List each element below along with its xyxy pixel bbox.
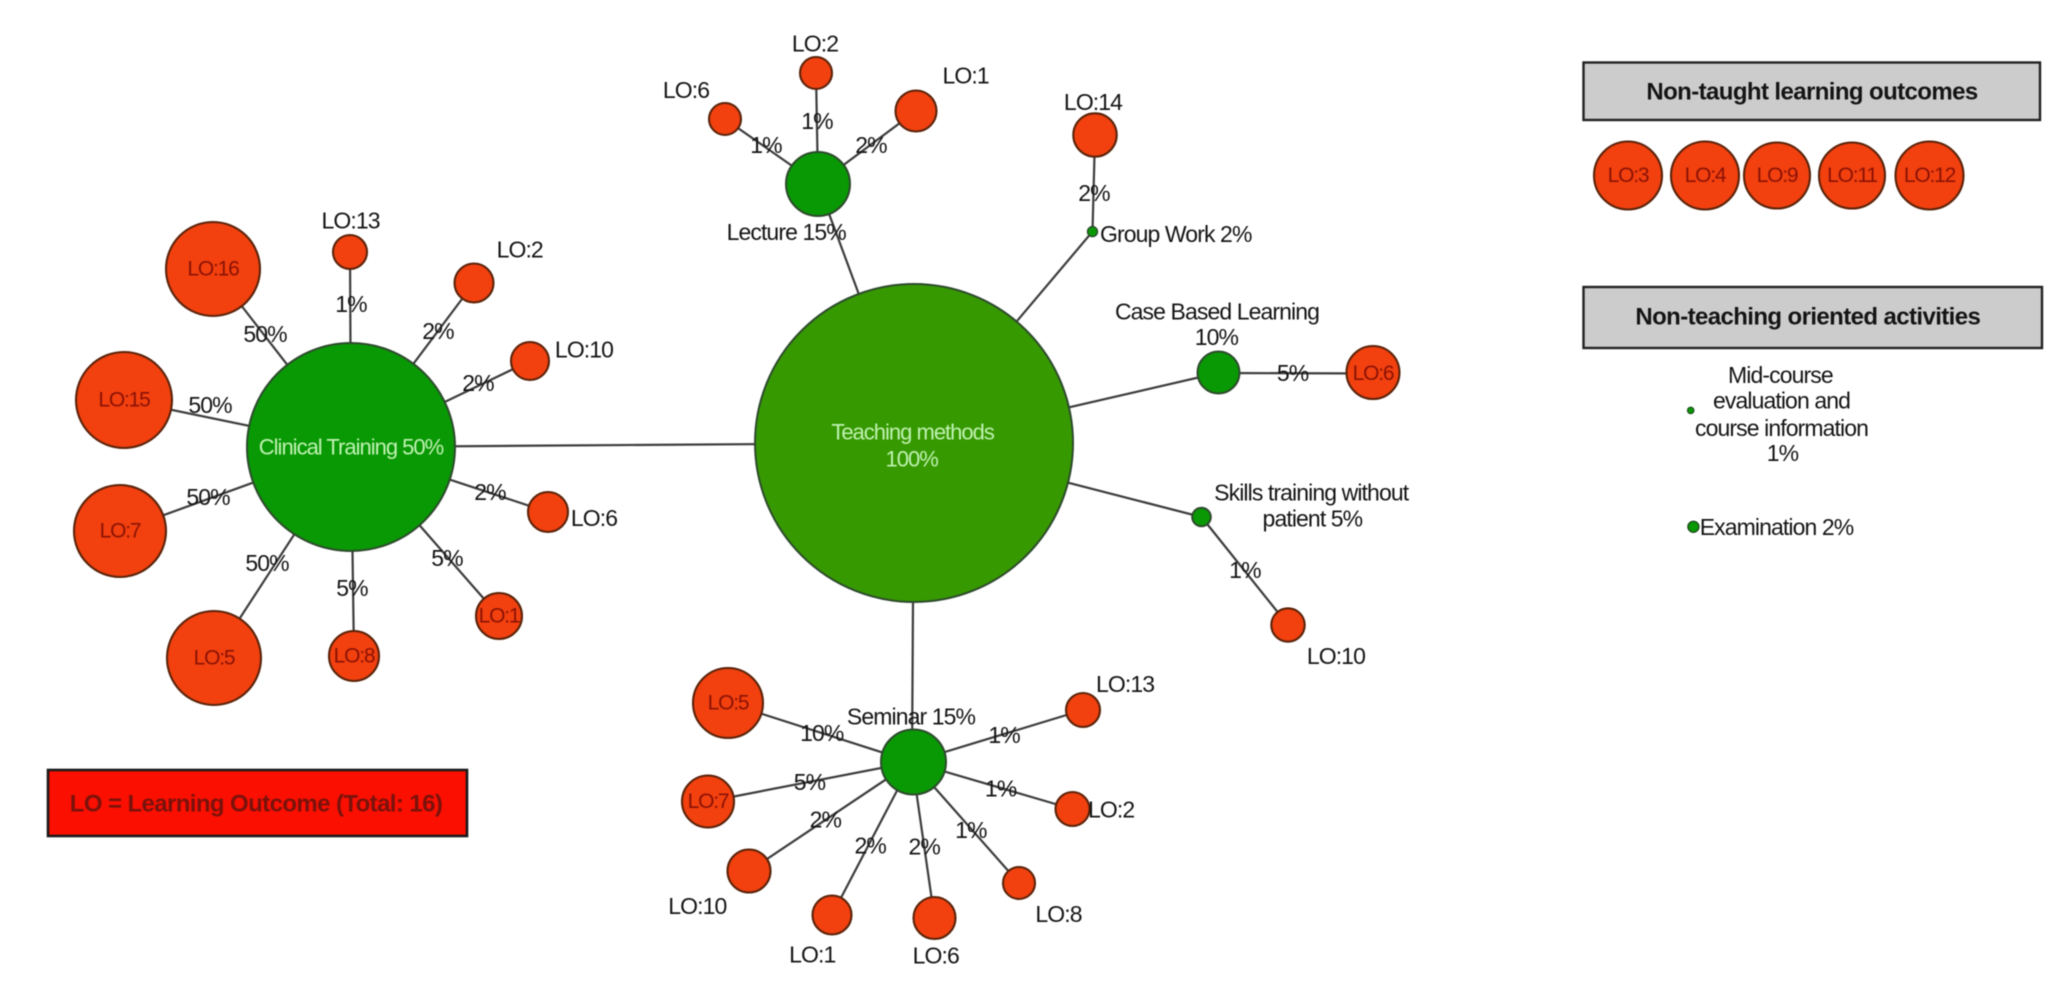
svg-text:LO:1: LO:1 [789,941,835,967]
svg-text:LO:6: LO:6 [571,505,617,531]
svg-text:5%: 5% [794,769,826,795]
svg-text:10%: 10% [1195,324,1239,350]
svg-text:LO:5: LO:5 [194,647,235,670]
svg-text:1%: 1% [1229,557,1261,583]
svg-text:Mid-course: Mid-course [1728,362,1833,388]
svg-text:LO:13: LO:13 [322,208,380,234]
svg-text:Teaching methods: Teaching methods [831,420,995,445]
svg-text:1%: 1% [988,722,1020,748]
svg-text:2%: 2% [422,318,454,344]
svg-text:1%: 1% [335,291,367,317]
svg-text:evaluation and: evaluation and [1713,387,1850,413]
svg-text:LO:2: LO:2 [792,31,838,57]
svg-text:50%: 50% [245,550,289,576]
svg-text:2%: 2% [855,132,887,158]
svg-text:1%: 1% [801,108,833,134]
svg-text:LO = Learning Outcome (Total:: LO = Learning Outcome (Total: 16) [70,791,442,818]
svg-text:Group Work 2%: Group Work 2% [1100,221,1252,247]
svg-text:2%: 2% [908,833,940,859]
svg-text:LO:12: LO:12 [1904,164,1956,187]
svg-text:5%: 5% [1277,360,1309,386]
svg-text:Lecture 15%: Lecture 15% [727,219,847,245]
svg-text:50%: 50% [243,321,287,347]
svg-text:Clinical Training 50%: Clinical Training 50% [259,435,444,460]
svg-text:1%: 1% [955,817,987,843]
svg-text:LO:10: LO:10 [555,337,613,363]
svg-text:5%: 5% [336,575,368,601]
svg-text:Case Based Learning: Case Based Learning [1115,299,1319,325]
svg-text:LO:6: LO:6 [1353,362,1394,385]
svg-text:50%: 50% [186,484,230,510]
svg-text:LO:10: LO:10 [1307,643,1365,669]
svg-text:LO:6: LO:6 [663,77,709,103]
svg-text:Examination 2%: Examination 2% [1700,514,1854,540]
svg-text:LO:3: LO:3 [1608,164,1649,187]
svg-text:patient 5%: patient 5% [1263,505,1363,531]
svg-text:Skills training without: Skills training without [1214,479,1410,505]
svg-text:LO:8: LO:8 [1035,901,1081,927]
svg-text:LO:5: LO:5 [708,692,749,715]
svg-text:Non-teaching oriented activiti: Non-teaching oriented activities [1635,304,1980,331]
svg-text:LO:7: LO:7 [100,520,141,543]
svg-text:Non-taught learning outcomes: Non-taught learning outcomes [1646,79,1977,106]
svg-text:LO:15: LO:15 [98,389,150,412]
svg-text:1%: 1% [985,776,1017,802]
svg-text:LO:16: LO:16 [187,258,239,281]
svg-text:LO:2: LO:2 [497,236,543,262]
svg-text:50%: 50% [188,392,232,418]
svg-text:LO:7: LO:7 [688,790,729,813]
svg-text:1%: 1% [1767,440,1799,466]
svg-text:LO:6: LO:6 [913,943,959,969]
svg-text:course information: course information [1695,415,1868,441]
svg-text:LO:8: LO:8 [334,645,375,668]
svg-text:2%: 2% [854,833,886,859]
svg-text:LO:2: LO:2 [1088,797,1134,823]
svg-text:2%: 2% [810,806,842,832]
svg-text:5%: 5% [431,545,463,571]
svg-text:LO:9: LO:9 [1757,164,1798,187]
svg-text:LO:11: LO:11 [1827,164,1877,187]
svg-text:Seminar 15%: Seminar 15% [847,704,976,730]
svg-text:LO:4: LO:4 [1685,164,1727,187]
svg-text:2%: 2% [474,479,506,505]
svg-text:LO:14: LO:14 [1064,89,1123,115]
svg-text:1%: 1% [750,132,782,158]
svg-text:LO:1: LO:1 [479,605,520,628]
svg-text:2%: 2% [1078,180,1110,206]
svg-text:LO:10: LO:10 [668,893,726,919]
svg-text:LO:1: LO:1 [942,63,988,89]
svg-text:10%: 10% [800,720,844,746]
svg-text:100%: 100% [886,447,939,472]
svg-text:2%: 2% [462,370,494,396]
svg-text:LO:13: LO:13 [1096,671,1154,697]
